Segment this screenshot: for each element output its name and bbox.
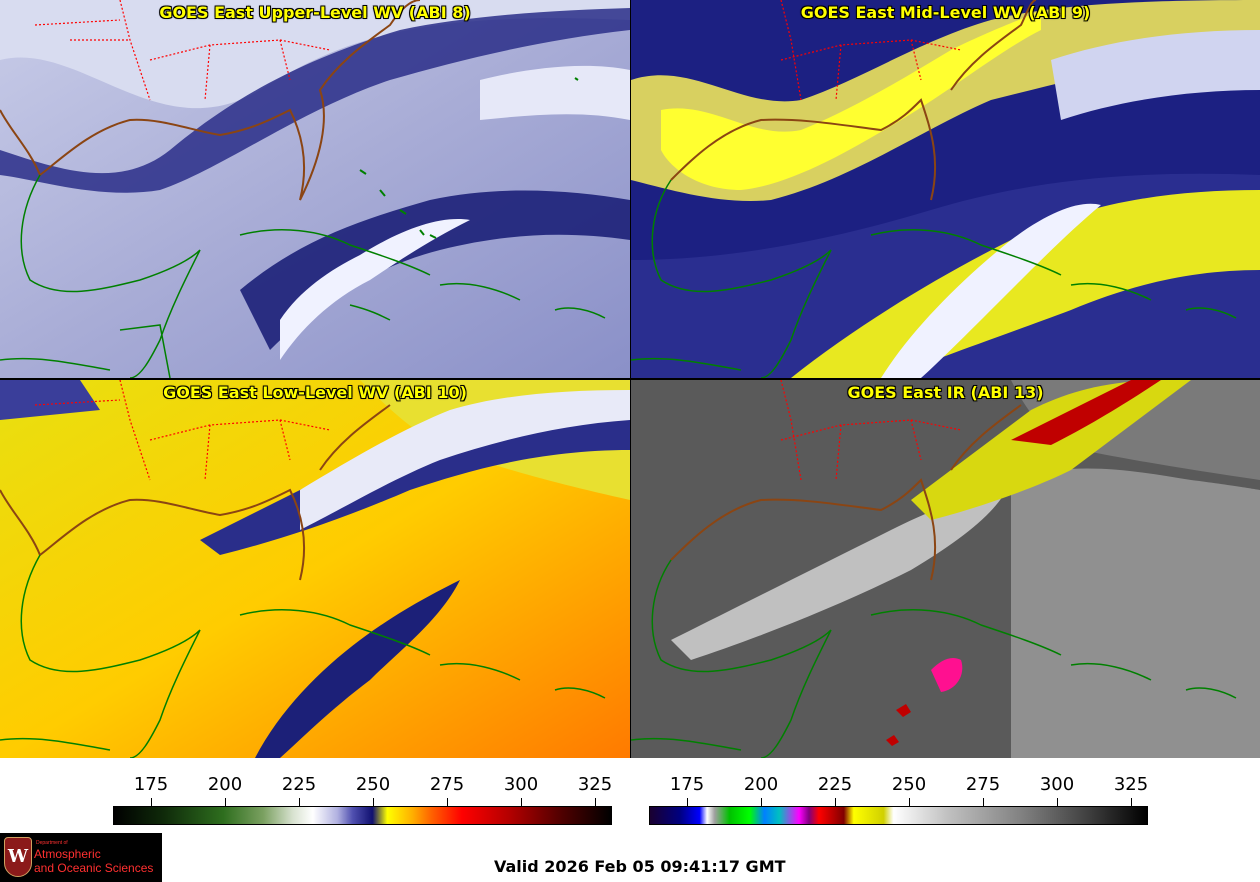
upper-level-wv-image	[0, 0, 630, 378]
panel-upper-level-wv: GOES East Upper-Level WV (ABI 8)	[0, 0, 630, 378]
panel-title: GOES East Low-Level WV (ABI 10)	[163, 383, 467, 402]
panel-mid-level-wv: GOES East Mid-Level WV (ABI 9)	[631, 0, 1260, 378]
panel-ir: GOES East IR (ABI 13)	[631, 380, 1260, 758]
low-level-wv-image	[0, 380, 630, 758]
scale-tick-mark	[835, 798, 836, 806]
scale-tick-label: 275	[965, 774, 1001, 795]
scale-tick-mark	[761, 798, 762, 806]
aos-logo: W Department of Atmospheric and Oceanic …	[0, 833, 162, 882]
scale-tick-mark	[595, 798, 596, 806]
uw-seal-icon: W	[4, 837, 32, 877]
satellite-panel-grid: GOES East Upper-Level WV (ABI 8) GOES Ea…	[0, 0, 1260, 758]
scale-tick-label: 175	[133, 774, 169, 795]
scale-tick-mark	[373, 798, 374, 806]
scale-tick-mark	[521, 798, 522, 806]
wv-color-scale: 175 200 225 250 275 300 325	[0, 758, 630, 838]
scale-tick-label: 325	[577, 774, 613, 795]
scale-tick-label: 250	[355, 774, 391, 795]
logo-line-2: and Oceanic Sciences	[34, 861, 154, 875]
scale-tick-label: 275	[429, 774, 465, 795]
footer-area: 175 200 225 250 275 300 325 175 200 225 …	[0, 758, 1260, 882]
ir-image	[631, 380, 1260, 758]
scale-tick-mark	[151, 798, 152, 806]
logo-department-text: Department of	[36, 840, 68, 846]
logo-line-1: Atmospheric	[34, 847, 101, 861]
scale-tick-mark	[1131, 798, 1132, 806]
scale-tick-label: 225	[281, 774, 317, 795]
scale-tick-mark	[687, 798, 688, 806]
scale-tick-label: 225	[817, 774, 853, 795]
mid-level-wv-image	[631, 0, 1260, 378]
panel-title: GOES East Mid-Level WV (ABI 9)	[800, 3, 1091, 22]
scale-tick-mark	[299, 798, 300, 806]
scale-tick-mark	[447, 798, 448, 806]
scale-tick-mark	[225, 798, 226, 806]
ir-color-bar	[649, 806, 1148, 825]
valid-time-label: Valid 2026 Feb 05 09:41:17 GMT	[494, 857, 786, 876]
scale-tick-label: 325	[1113, 774, 1149, 795]
scale-tick-label: 175	[669, 774, 705, 795]
scale-tick-label: 200	[743, 774, 779, 795]
panel-low-level-wv: GOES East Low-Level WV (ABI 10)	[0, 380, 630, 758]
panel-title: GOES East IR (ABI 13)	[847, 383, 1044, 402]
scale-tick-mark	[909, 798, 910, 806]
scale-tick-mark	[983, 798, 984, 806]
scale-tick-label: 300	[503, 774, 539, 795]
scale-tick-label: 300	[1039, 774, 1075, 795]
ir-color-scale: 175 200 225 250 275 300 325	[0, 758, 1260, 838]
scale-tick-label: 250	[891, 774, 927, 795]
panel-title: GOES East Upper-Level WV (ABI 8)	[159, 3, 471, 22]
wv-color-bar	[113, 806, 612, 825]
scale-tick-mark	[1057, 798, 1058, 806]
scale-tick-label: 200	[207, 774, 243, 795]
